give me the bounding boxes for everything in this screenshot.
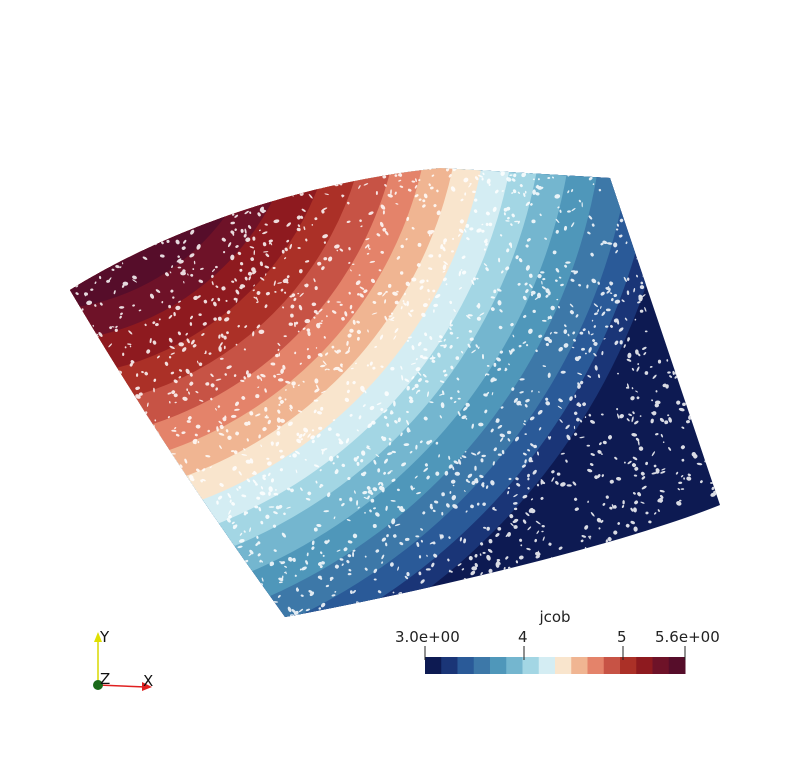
scalar-bar-swatch (522, 657, 540, 674)
z-axis-label: Z (100, 670, 111, 688)
scalar-bar-tick-max: 5.6e+00 (655, 628, 720, 646)
scalar-bar-swatch (603, 657, 621, 674)
scalar-bar-title: jcob (539, 608, 571, 626)
scalar-bar-swatch (652, 657, 670, 674)
x-axis-arrow-icon (142, 682, 152, 691)
scalar-bar-swatch (571, 657, 588, 674)
scalar-bar-swatch (506, 657, 523, 674)
scalar-bar-swatch (425, 657, 442, 674)
x-axis-label: X (143, 672, 154, 690)
scalar-bar-swatch (555, 657, 572, 674)
scalar-bar (424, 646, 686, 674)
scalar-bar-swatch (441, 657, 458, 674)
y-axis-arrow-icon (94, 632, 102, 642)
scalar-bar-swatch (587, 657, 605, 674)
scalar-bar-swatch (620, 657, 637, 674)
scalar-bar-swatch (668, 657, 686, 674)
z-axis-origin-icon (93, 680, 103, 690)
scalar-bar-tick-4: 4 (518, 628, 528, 646)
scalar-bar-swatch (636, 657, 653, 674)
orientation-axes (93, 632, 152, 691)
scalar-bar-swatch (538, 657, 556, 674)
scalar-bar-tick-min: 3.0e+00 (395, 628, 460, 646)
scalar-bar-swatch (490, 657, 507, 674)
x-axis-line (97, 684, 147, 688)
scalar-bar-swatch (473, 657, 491, 674)
y-axis-label: Y (100, 628, 110, 646)
scalar-bar-swatch (457, 657, 475, 674)
scalar-bar-tick-5: 5 (617, 628, 627, 646)
